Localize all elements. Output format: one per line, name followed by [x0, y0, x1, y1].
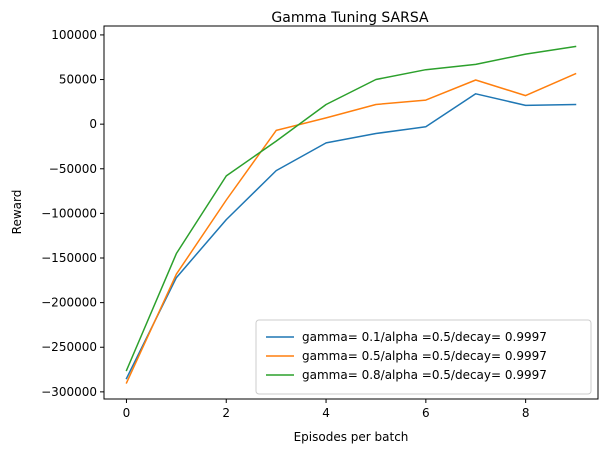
y-tick-label: −100000: [41, 206, 97, 220]
x-tick-label: 8: [522, 406, 530, 420]
legend: gamma= 0.1/alpha =0.5/decay= 0.9997 gamma…: [255, 319, 592, 395]
chart-title: Gamma Tuning SARSA: [271, 10, 429, 26]
y-axis-ticks: −300000 −250000 −200000 −150000 −100000 −5000…: [41, 28, 104, 399]
series-line-0: [125, 93, 577, 380]
legend-entries: gamma= 0.1/alpha =0.5/decay= 0.9997 gamma…: [266, 330, 547, 382]
legend-label-0: gamma= 0.1/alpha =0.5/decay= 0.9997: [302, 330, 547, 344]
legend-label-2: gamma= 0.8/alpha =0.5/decay= 0.9997: [302, 368, 547, 382]
y-tick-label: 50000: [59, 73, 97, 87]
plot-frame: [103, 25, 599, 400]
y-axis-label: Reward: [10, 190, 24, 235]
legend-box: [255, 319, 592, 395]
x-tick-label: 4: [322, 406, 330, 420]
y-tick-label: −250000: [41, 340, 97, 354]
y-tick-label: −300000: [41, 385, 97, 399]
series-line-2: [125, 45, 577, 372]
x-tick-label: 0: [123, 406, 131, 420]
series-layer: [125, 45, 577, 384]
x-axis-ticks: 0 2 4 6 8: [123, 399, 530, 420]
y-tick-label: 0: [89, 117, 97, 131]
y-tick-label: −150000: [41, 251, 97, 265]
x-tick-label: 6: [422, 406, 430, 420]
x-axis-label: Episodes per batch: [294, 430, 409, 444]
x-tick-label: 2: [222, 406, 230, 420]
legend-label-1: gamma= 0.5/alpha =0.5/decay= 0.9997: [302, 349, 547, 363]
y-tick-label: −200000: [41, 296, 97, 310]
y-tick-label: 100000: [51, 28, 97, 42]
series-line-1: [125, 72, 577, 384]
y-tick-label: −50000: [49, 162, 97, 176]
